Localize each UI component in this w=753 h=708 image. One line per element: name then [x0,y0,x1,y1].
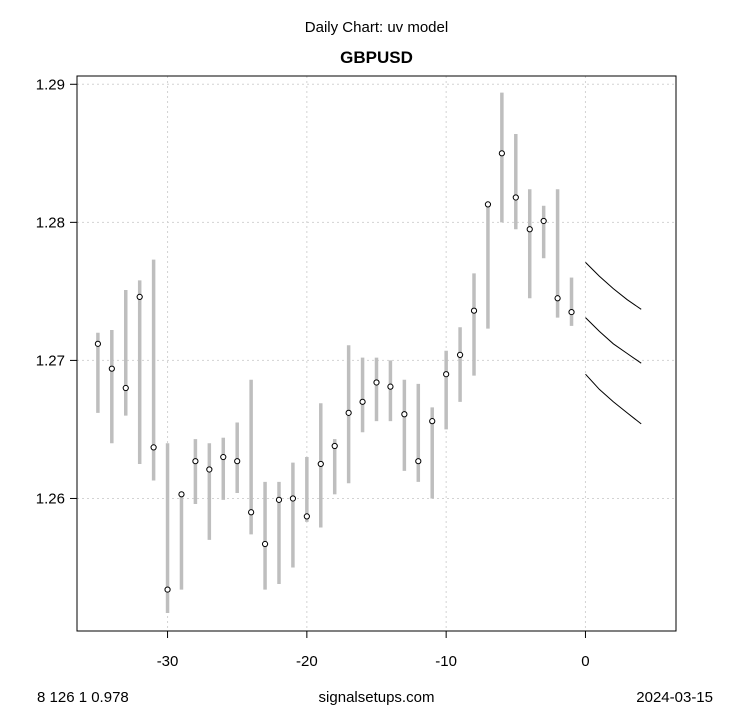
close-point [164,586,171,593]
close-point [512,194,519,201]
close-point [568,308,575,316]
x-tick-label: -10 [435,653,457,670]
y-tick-label: 1.28 [36,214,65,231]
close-point [289,495,297,502]
close-point [359,398,366,405]
x-tick-label: -20 [296,653,318,670]
close-point [94,340,101,347]
close-point [178,491,185,498]
close-point [373,379,380,386]
footer-site: signalsetups.com [318,689,435,706]
y-tick-label: 1.27 [36,352,65,369]
close-point [470,307,478,314]
close-point [317,460,324,468]
close-point [206,466,213,473]
close-point [248,509,255,516]
close-point [415,458,422,465]
forecast-line [585,373,642,425]
y-tick-label: 1.26 [36,490,65,507]
footer-date: 2024-03-15 [636,689,713,706]
range-bars [96,92,574,614]
forecast-line [585,262,642,310]
axes: -30 -20 -10 0 1.26 1.27 1.28 1.29 [36,76,590,670]
close-point [387,383,394,390]
close-point [108,365,115,372]
plot-frame [76,75,677,632]
forecast-line [585,317,642,364]
close-point [192,458,199,465]
footer-params: 8 126 1 0.978 [37,689,129,706]
close-point [275,496,283,503]
x-tick-label: 0 [581,653,589,670]
close-point [554,295,561,302]
close-point [136,293,143,300]
close-point [443,371,450,378]
close-point [401,411,408,418]
close-point [220,453,227,461]
close-point [526,226,533,233]
x-tick-label: -30 [157,653,179,670]
close-point [540,217,547,225]
close-point [122,384,129,392]
close-point [498,150,505,157]
close-point [484,201,492,208]
y-tick-label: 1.29 [36,76,65,93]
chart-subtitle: Daily Chart: uv model [304,19,449,36]
close-point [456,351,464,358]
close-points [94,150,575,593]
forecast-lines [585,262,642,425]
close-point [150,444,157,451]
close-point [331,442,338,450]
chart-title: GBPUSD [340,48,413,67]
close-point [345,409,352,416]
close-point [429,418,436,425]
close-point [303,513,310,520]
close-point [234,458,241,465]
close-point [261,540,269,548]
